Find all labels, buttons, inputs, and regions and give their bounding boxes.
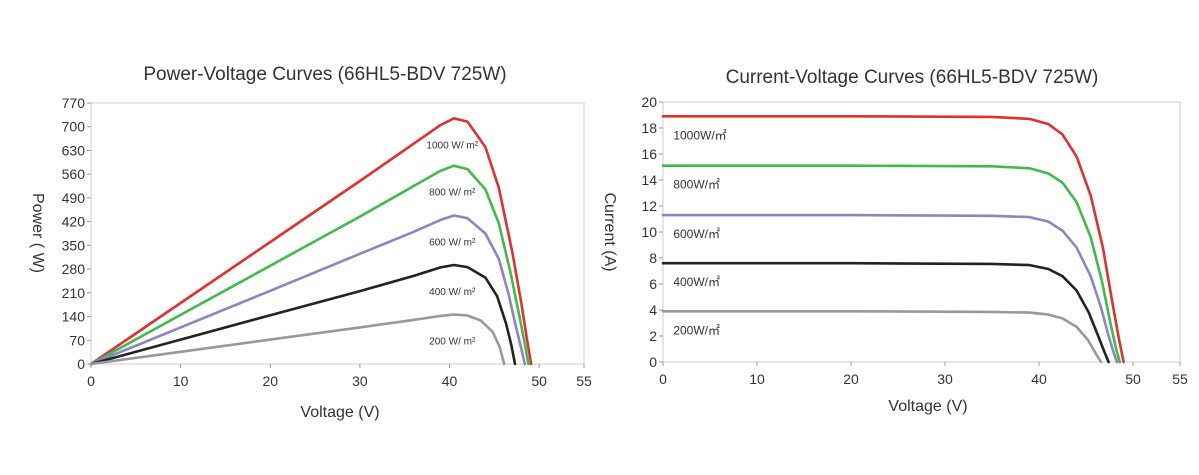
x-tick-label: 10 bbox=[749, 371, 765, 387]
series-label: 400 W/ m² bbox=[429, 287, 476, 298]
x-tick-label: 0 bbox=[87, 373, 95, 389]
y-tick-label: 4 bbox=[649, 302, 657, 318]
x-tick-label: 20 bbox=[262, 373, 278, 389]
series-line bbox=[89, 214, 527, 366]
y-tick-label: 700 bbox=[62, 119, 86, 135]
y-tick-label: 560 bbox=[62, 166, 86, 182]
y-tick-label: 16 bbox=[641, 146, 657, 162]
x-tick-label: 55 bbox=[1172, 371, 1188, 387]
y-tick-label: 280 bbox=[62, 261, 86, 277]
power-voltage-chart-svg: Power-Voltage Curves (66HL5-BDV 725W) Vo… bbox=[29, 64, 592, 421]
y-tick-label: 10 bbox=[641, 224, 657, 240]
y-tick-label: 8 bbox=[649, 250, 657, 266]
current-voltage-chart-svg: Current-Voltage Curves (66HL5-BDV 725W) … bbox=[601, 67, 1188, 415]
y-axis-label: Power ( W) bbox=[29, 193, 46, 273]
series-label: 1000W/㎡ bbox=[673, 128, 726, 142]
y-tick-label: 14 bbox=[641, 172, 657, 188]
x-tick-label: 55 bbox=[576, 373, 592, 389]
x-tick-label: 20 bbox=[843, 371, 859, 387]
series-line bbox=[89, 263, 517, 366]
y-tick-label: 140 bbox=[62, 309, 86, 325]
x-tick-label: 50 bbox=[531, 373, 547, 389]
y-tick-label: 0 bbox=[77, 356, 85, 372]
y-tick-label: 6 bbox=[649, 276, 657, 292]
series-label: 200 W/ m² bbox=[429, 337, 476, 348]
x-tick-label: 0 bbox=[659, 371, 667, 387]
x-axis-label: Voltage (V) bbox=[888, 398, 967, 415]
series-line bbox=[89, 164, 530, 366]
plot-frame bbox=[90, 102, 585, 365]
y-tick-label: 18 bbox=[641, 120, 657, 136]
series-line bbox=[661, 115, 1125, 364]
series-line bbox=[661, 309, 1103, 364]
series-label: 600W/㎡ bbox=[673, 227, 720, 241]
y-tick-label: 70 bbox=[69, 332, 85, 348]
y-tick-label: 420 bbox=[62, 214, 86, 230]
y-tick-label: 210 bbox=[62, 285, 86, 301]
series-label: 800 W/ m² bbox=[429, 188, 476, 199]
power-voltage-chart: Power-Voltage Curves (66HL5-BDV 725W) Vo… bbox=[0, 0, 600, 470]
series-label: 600 W/ m² bbox=[429, 238, 476, 249]
series-line bbox=[661, 164, 1122, 364]
series-label: 200W/㎡ bbox=[673, 323, 720, 337]
x-tick-label: 30 bbox=[937, 371, 953, 387]
series-label: 1000 W/ m² bbox=[426, 140, 478, 151]
y-tick-label: 630 bbox=[62, 142, 86, 158]
y-tick-label: 20 bbox=[641, 94, 657, 110]
y-tick-label: 0 bbox=[649, 354, 657, 370]
series-line bbox=[661, 261, 1110, 364]
y-tick-label: 2 bbox=[649, 328, 657, 344]
x-tick-label: 10 bbox=[173, 373, 189, 389]
series-label: 400W/㎡ bbox=[673, 275, 720, 289]
x-tick-label: 30 bbox=[352, 373, 368, 389]
x-tick-label: 40 bbox=[1031, 371, 1047, 387]
series-label: 800W/㎡ bbox=[673, 178, 720, 192]
y-tick-label: 12 bbox=[641, 198, 657, 214]
current-voltage-chart: Current-Voltage Curves (66HL5-BDV 725W) … bbox=[600, 0, 1199, 470]
plot-frame bbox=[662, 101, 1181, 363]
y-tick-label: 350 bbox=[62, 237, 86, 253]
y-axis-label: Current (A) bbox=[601, 192, 618, 271]
x-axis-label: Voltage (V) bbox=[300, 404, 379, 421]
series-line bbox=[89, 313, 506, 366]
series-line bbox=[89, 117, 533, 366]
x-tick-label: 50 bbox=[1125, 371, 1141, 387]
y-tick-label: 490 bbox=[62, 190, 86, 206]
chart-title: Power-Voltage Curves (66HL5-BDV 725W) bbox=[143, 64, 506, 85]
series-line bbox=[661, 213, 1119, 364]
y-tick-label: 770 bbox=[62, 95, 86, 111]
x-tick-label: 40 bbox=[442, 373, 458, 389]
chart-title: Current-Voltage Curves (66HL5-BDV 725W) bbox=[726, 67, 1099, 88]
